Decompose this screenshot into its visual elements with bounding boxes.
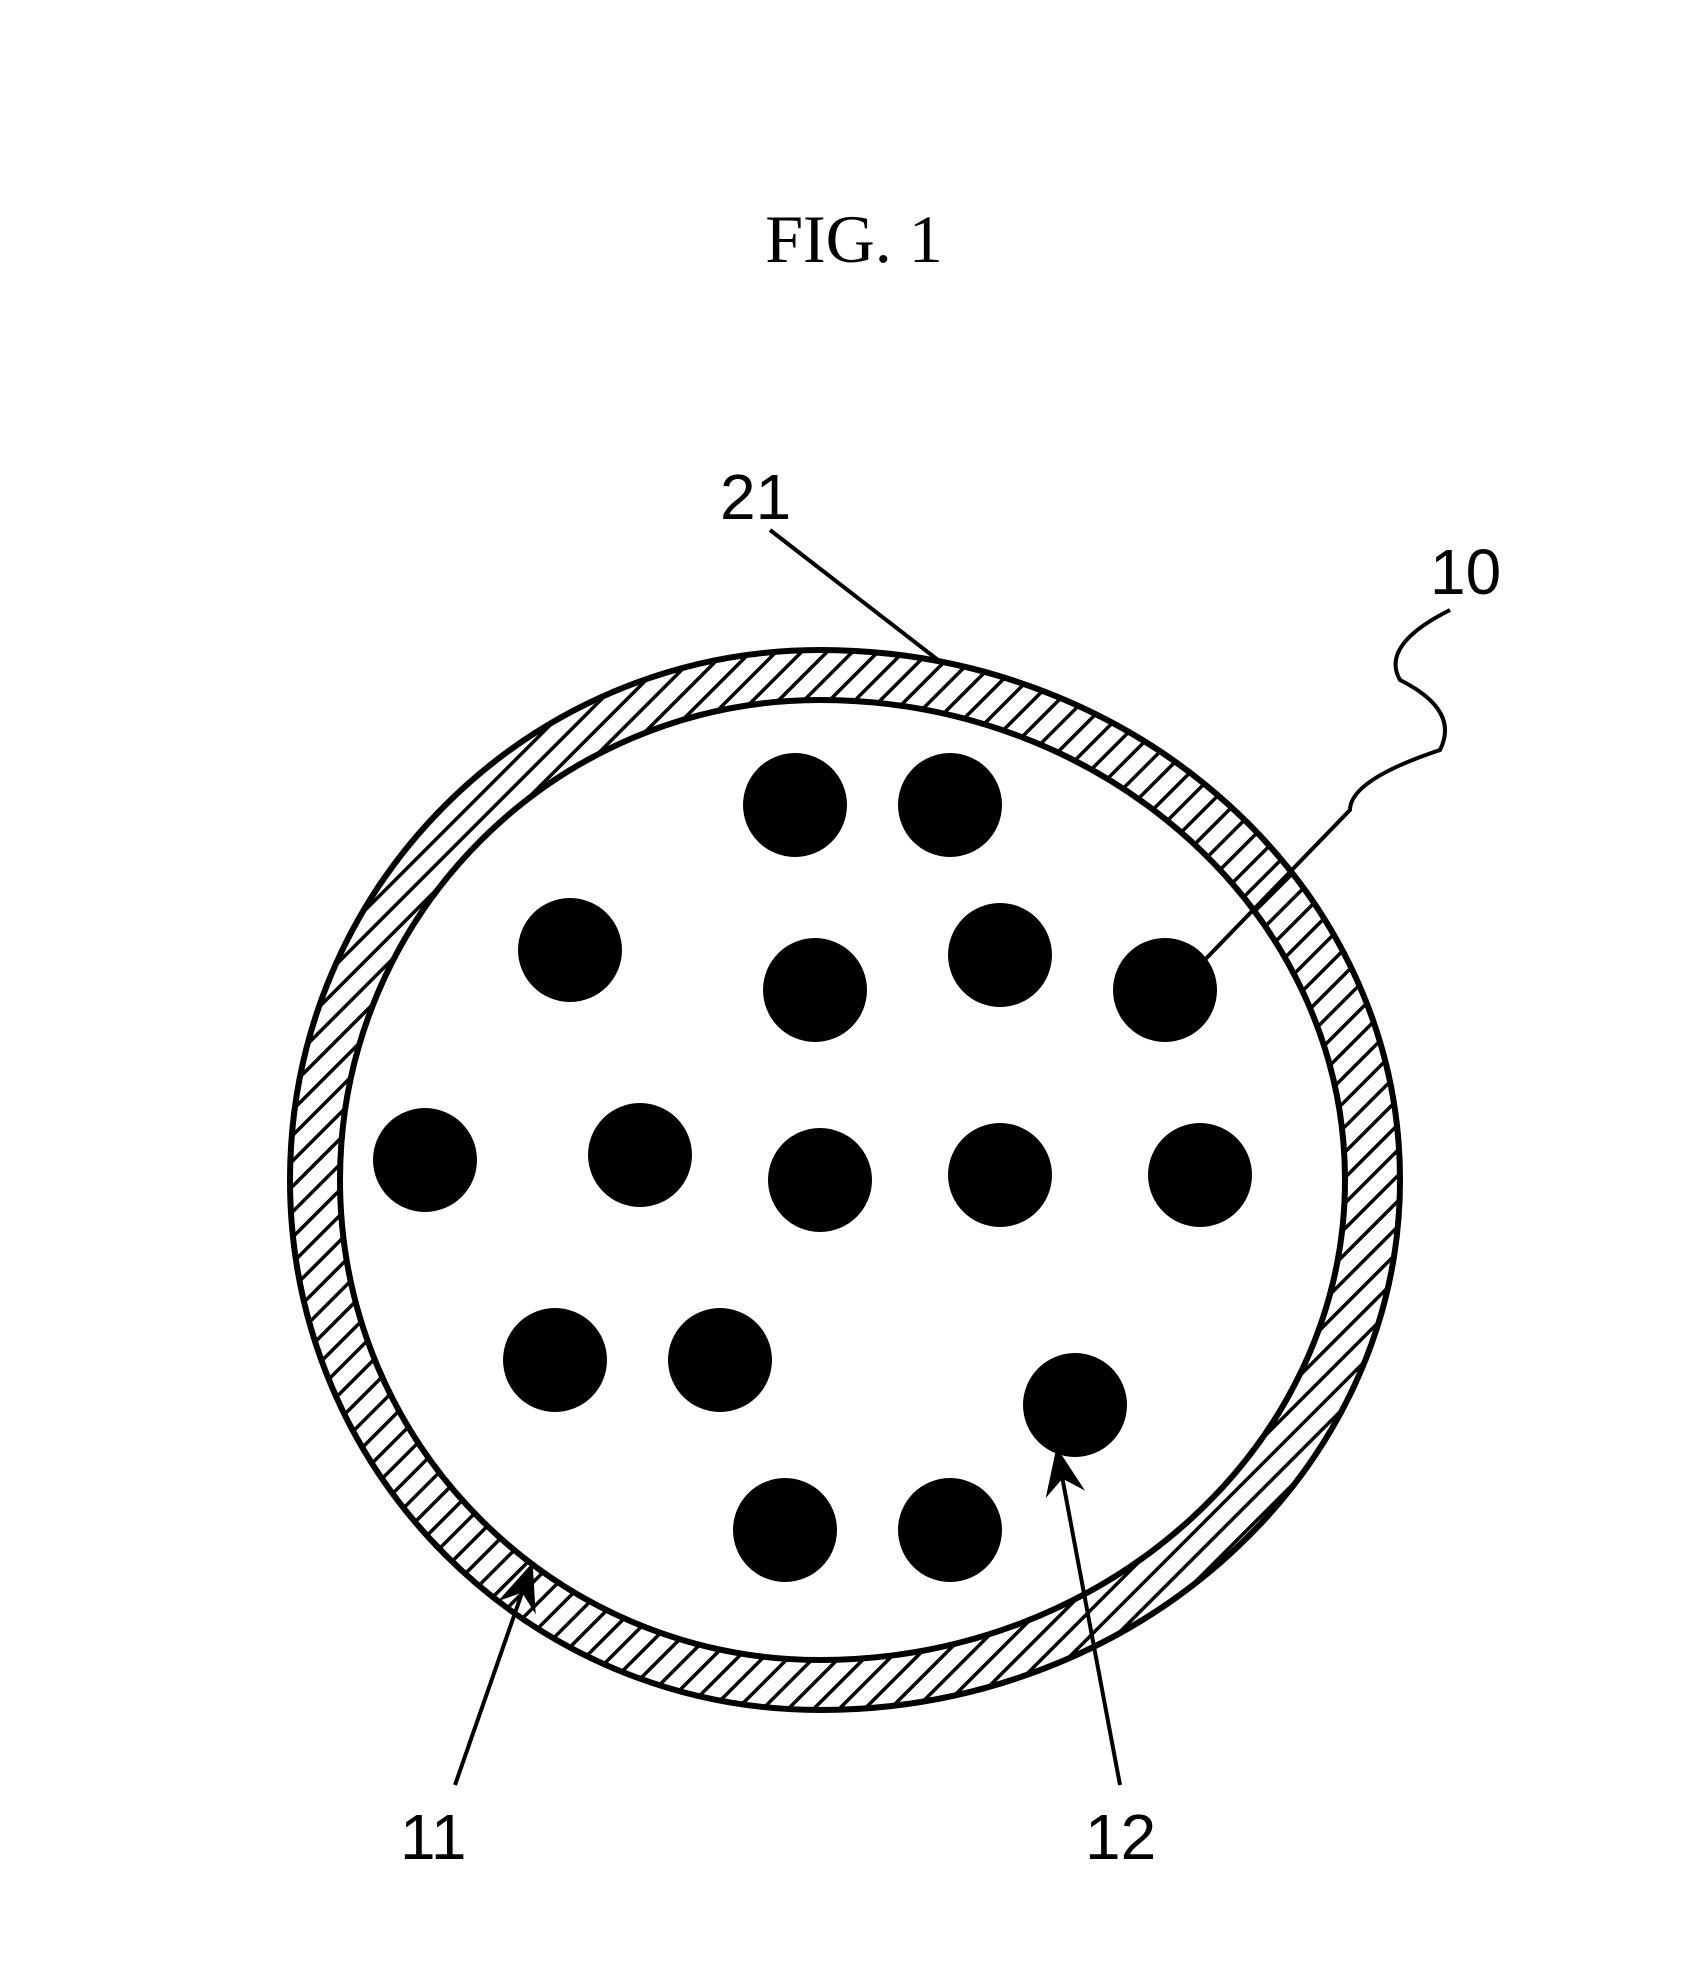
particle-dot	[503, 1308, 607, 1412]
particle-dot	[743, 753, 847, 857]
particle-dot	[733, 1478, 837, 1582]
particle-dot	[518, 898, 622, 1002]
particle-dot	[763, 938, 867, 1042]
leader-arrow-11	[455, 1570, 530, 1785]
label-12: 12	[1085, 1800, 1156, 1874]
diagram-svg	[0, 0, 1708, 1964]
label-10: 10	[1430, 535, 1501, 609]
particle-dot	[768, 1128, 872, 1232]
label-11: 11	[400, 1800, 466, 1874]
particle-dot	[1023, 1353, 1127, 1457]
particle-dot	[898, 1478, 1002, 1582]
figure-container: FIG. 1 21 10 11 12	[0, 0, 1708, 1964]
particle-dot	[668, 1308, 772, 1412]
particle-dot	[373, 1108, 477, 1212]
particle-dot	[948, 903, 1052, 1007]
particle-dot	[898, 753, 1002, 857]
label-21: 21	[720, 460, 791, 534]
particle-dot	[1113, 938, 1217, 1042]
particle-dot	[1148, 1123, 1252, 1227]
particle-dot	[588, 1103, 692, 1207]
leader-line-21	[770, 530, 938, 660]
particle-dot	[948, 1123, 1052, 1227]
